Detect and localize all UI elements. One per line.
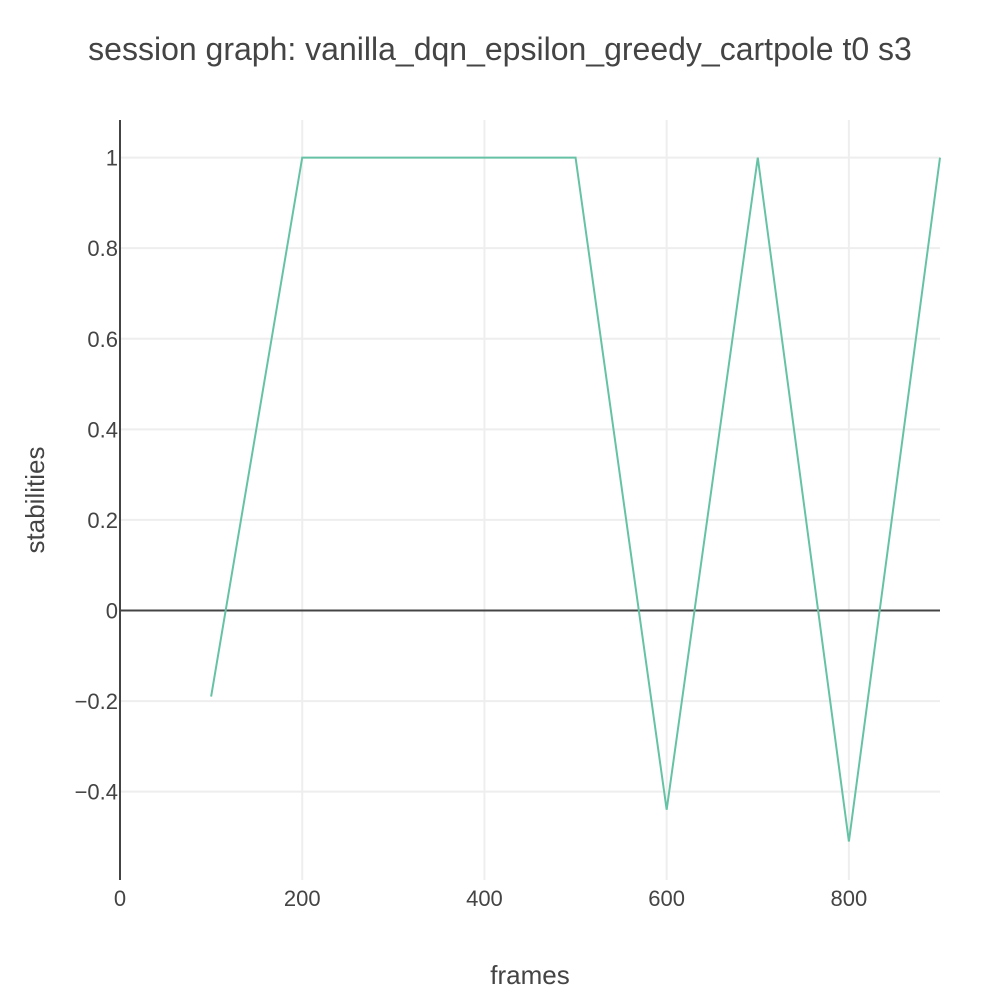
series-layer — [210, 156, 941, 842]
y-axis-label: stabilities — [20, 447, 50, 554]
y-tick-label: −0.4 — [75, 780, 118, 805]
x-gridlines — [301, 120, 850, 880]
y-tick-labels: −0.4 −0.2 0 0.2 0.4 0.6 0.8 1 — [75, 146, 118, 805]
y-tick-label: 0.2 — [87, 508, 118, 533]
y-gridlines — [120, 156, 940, 793]
y-tick-label: 0 — [106, 599, 118, 624]
x-tick-label: 400 — [466, 886, 503, 911]
series-line-0 — [210, 156, 941, 842]
y-tick-label: 0.4 — [87, 417, 118, 442]
x-tick-label: 600 — [648, 886, 685, 911]
x-tick-labels: 0 200 400 600 800 — [114, 886, 867, 911]
x-tick-label: 800 — [831, 886, 868, 911]
x-axis-label: frames — [490, 960, 569, 990]
y-tick-label: 1 — [106, 146, 118, 171]
chart-title: session graph: vanilla_dqn_epsilon_greed… — [88, 31, 912, 67]
x-tick-label: 200 — [284, 886, 321, 911]
y-tick-label: 0.8 — [87, 236, 118, 261]
x-tick-label: 0 — [114, 886, 126, 911]
y-tick-label: −0.2 — [75, 689, 118, 714]
y-tick-label: 0.6 — [87, 327, 118, 352]
